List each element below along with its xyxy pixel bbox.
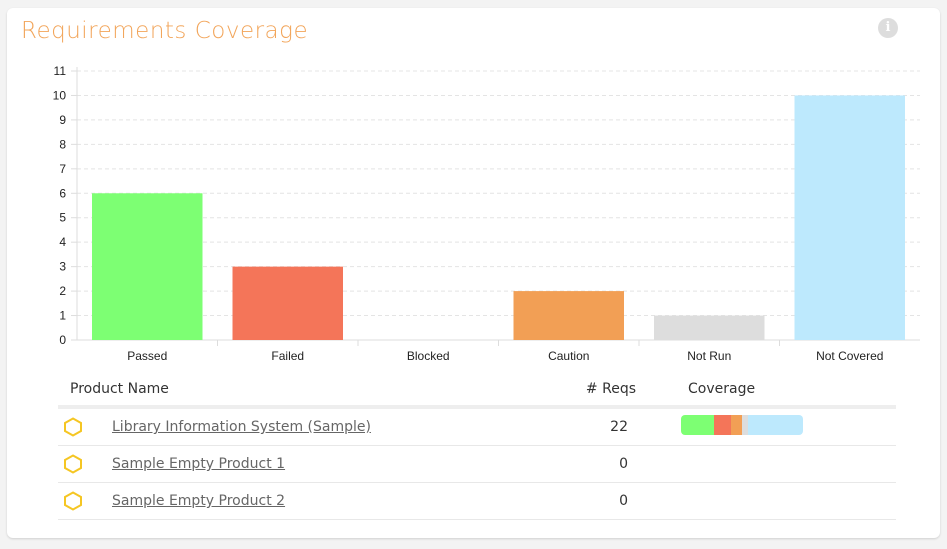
header-coverage: Coverage bbox=[688, 381, 756, 397]
coverage-bar-chart: 0 1 2 3 4 5 6 7 8 9 10 11 Passed Failed Blocked Caution… bbox=[53, 64, 920, 363]
x-tick-label: Blocked bbox=[407, 349, 450, 363]
product-hexagon-icon bbox=[64, 417, 82, 437]
y-tick-label: 10 bbox=[53, 88, 67, 102]
x-tick-label: Failed bbox=[271, 349, 304, 363]
y-tick-label: 8 bbox=[59, 137, 66, 151]
coverage-segment-caution bbox=[730, 415, 742, 435]
table-row: Sample Empty Product 1 0 bbox=[58, 446, 896, 483]
header-product-name: Product Name bbox=[70, 381, 169, 397]
product-hexagon-icon bbox=[64, 454, 82, 474]
product-name-link[interactable]: Sample Empty Product 2 bbox=[112, 493, 286, 509]
coverage-segment-failed bbox=[714, 415, 731, 435]
bar-not-covered[interactable] bbox=[794, 95, 906, 340]
info-icon[interactable]: i bbox=[878, 18, 898, 38]
reqs-count: 0 bbox=[619, 456, 628, 472]
y-tick-label: 0 bbox=[59, 333, 66, 347]
coverage-bar bbox=[681, 415, 803, 435]
y-tick-label: 4 bbox=[59, 235, 66, 249]
table-row: Sample Empty Product 2 0 bbox=[58, 483, 896, 520]
product-hexagon-icon bbox=[64, 491, 82, 511]
y-tick-label: 1 bbox=[59, 309, 66, 323]
coverage-segment-passed bbox=[681, 415, 715, 435]
y-tick-label: 9 bbox=[59, 113, 66, 127]
coverage-segment-not-run bbox=[741, 415, 748, 435]
product-name-link[interactable]: Library Information System (Sample) bbox=[112, 419, 371, 435]
y-tick-label: 11 bbox=[54, 64, 67, 78]
product-table: Product Name # Reqs Coverage Library Inf… bbox=[58, 372, 896, 520]
reqs-count: 0 bbox=[619, 493, 628, 509]
y-tick-label: 6 bbox=[59, 186, 66, 200]
y-tick-label: 5 bbox=[59, 211, 66, 225]
bar-failed[interactable] bbox=[232, 266, 344, 340]
table-row: Library Information System (Sample) 22 bbox=[58, 409, 896, 446]
y-tick-label: 7 bbox=[59, 162, 66, 176]
bar-not-run[interactable] bbox=[654, 315, 765, 340]
bar-caution[interactable] bbox=[513, 291, 625, 340]
bar-passed[interactable] bbox=[92, 193, 203, 340]
reqs-count: 22 bbox=[610, 419, 628, 435]
product-name-link[interactable]: Sample Empty Product 1 bbox=[112, 456, 286, 472]
header-reqs: # Reqs bbox=[585, 381, 636, 397]
x-tick-label: Caution bbox=[548, 349, 589, 363]
x-tick-label: Not Run bbox=[687, 349, 731, 363]
widget-title: Requirements Coverage bbox=[21, 18, 309, 44]
y-tick-label: 3 bbox=[59, 260, 66, 274]
y-tick-label: 2 bbox=[59, 284, 66, 298]
x-tick-label: Passed bbox=[127, 349, 167, 363]
x-tick-label: Not Covered bbox=[816, 349, 883, 363]
table-header: Product Name # Reqs Coverage bbox=[58, 372, 896, 409]
coverage-segment-not-covered bbox=[747, 415, 803, 435]
